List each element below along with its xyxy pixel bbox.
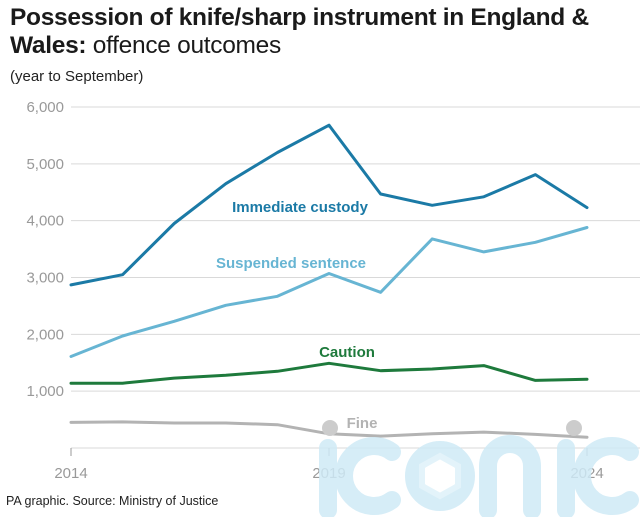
x-tick-label: 2024 bbox=[570, 465, 603, 482]
x-tick-label: 2019 bbox=[312, 465, 345, 482]
chart-title: Possession of knife/sharp instrument in … bbox=[10, 4, 630, 60]
series-label-immediate-custody: Immediate custody bbox=[232, 199, 369, 216]
source-note: PA graphic. Source: Ministry of Justice bbox=[6, 494, 219, 508]
series-label-caution: Caution bbox=[319, 344, 375, 361]
y-tick-label: 6,000 bbox=[26, 99, 64, 116]
chart-subtitle: (year to September) bbox=[10, 68, 144, 85]
y-tick-label: 1,000 bbox=[26, 383, 64, 400]
x-tick-label: 2014 bbox=[54, 465, 87, 482]
y-tick-label: 5,000 bbox=[26, 156, 64, 173]
y-tick-label: 3,000 bbox=[26, 270, 64, 287]
x-axis-ticks: 2014 2019 2024 bbox=[54, 448, 604, 482]
series-line-suspended-sentence bbox=[69, 226, 589, 358]
series-label-suspended-sentence: Suspended sentence bbox=[216, 255, 366, 272]
y-tick-label: 4,000 bbox=[26, 213, 64, 230]
chart-title-regular: offence outcomes bbox=[92, 32, 281, 59]
y-axis-ticks: 6,000 5,000 4,000 3,000 2,000 1,000 bbox=[26, 99, 64, 400]
grid-lines bbox=[71, 106, 640, 449]
chart-title-bold: Possession of knife/sharp instrument in … bbox=[10, 4, 589, 59]
y-tick-label: 2,000 bbox=[26, 326, 64, 343]
series-line-caution bbox=[69, 361, 589, 385]
series-line-fine bbox=[69, 420, 589, 439]
series-labels: Immediate custody Suspended sentence Cauti… bbox=[216, 199, 377, 432]
series-line-immediate-custody bbox=[69, 123, 589, 287]
series-label-fine: Fine bbox=[347, 415, 378, 432]
series-lines bbox=[69, 123, 589, 439]
